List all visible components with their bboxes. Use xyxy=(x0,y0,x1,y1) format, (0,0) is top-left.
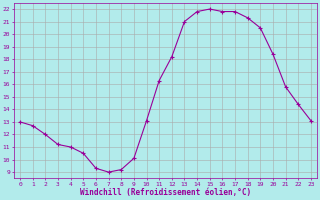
X-axis label: Windchill (Refroidissement éolien,°C): Windchill (Refroidissement éolien,°C) xyxy=(80,188,251,197)
